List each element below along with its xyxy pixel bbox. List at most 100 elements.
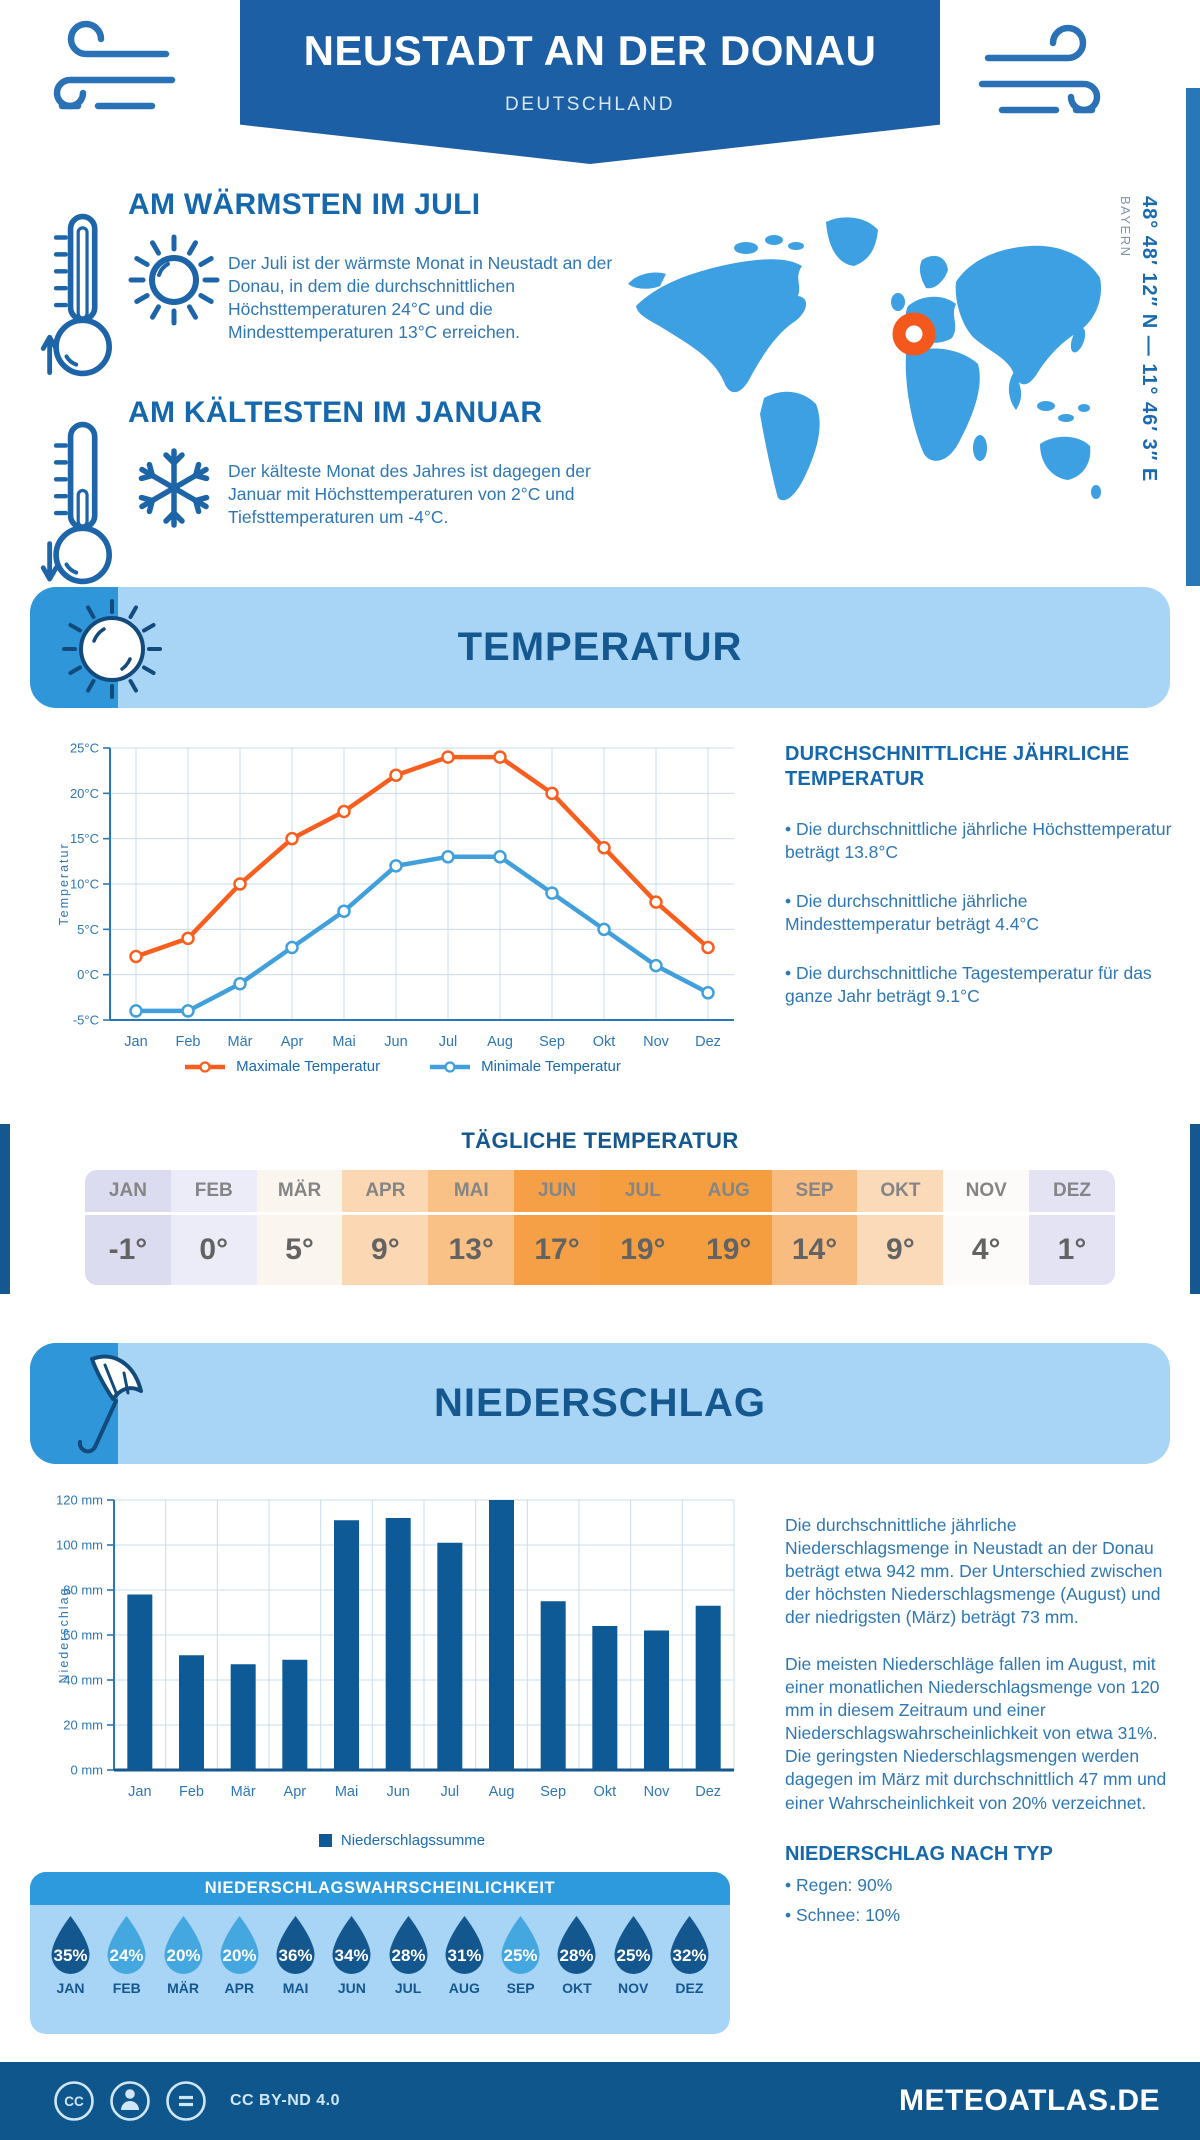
water-drop-icon: 25%	[614, 1916, 653, 1974]
svg-text:Mär: Mär	[228, 1034, 253, 1050]
svg-text:Mär: Mär	[231, 1784, 256, 1800]
svg-text:Okt: Okt	[594, 1784, 617, 1800]
probability-drop: 20% APR	[213, 1913, 266, 1996]
probability-drop: 34% JUN	[325, 1913, 378, 1996]
legend-label: Minimale Temperatur	[481, 1058, 621, 1075]
legend-swatch	[318, 1834, 332, 1847]
sun-icon	[128, 234, 220, 326]
svg-text:Jan: Jan	[124, 1034, 147, 1050]
legend-item: Niederschlagssumme	[318, 1832, 485, 1849]
water-drop-icon: 36%	[276, 1916, 315, 1974]
water-drop-icon: 35%	[51, 1916, 90, 1974]
legend-item: Maximale Temperatur	[183, 1058, 380, 1075]
probability-drop: 36% MAI	[269, 1913, 322, 1996]
title-banner: NEUSTADT AN DER DONAU DEUTSCHLAND	[240, 0, 940, 164]
side-accent-bar	[1186, 88, 1200, 586]
drop-month-label: FEB	[112, 1980, 141, 1996]
sun-banner-icon	[62, 599, 162, 699]
legend-line-marker	[430, 1060, 471, 1073]
svg-text:31%: 31%	[447, 1946, 481, 1965]
daily-temp-month: MAI	[428, 1170, 515, 1212]
thermometer-cold-icon	[40, 421, 112, 585]
daily-temperature-title: TÄGLICHE TEMPERATUR	[461, 1128, 739, 1153]
water-drop-icon: 28%	[557, 1916, 596, 1974]
geo-info: BAYERN 48° 48′ 12″ N — 11° 46′ 3″ E	[1118, 196, 1160, 482]
svg-text:80 mm: 80 mm	[63, 1583, 103, 1598]
world-map	[628, 217, 1102, 501]
legend-label: Maximale Temperatur	[236, 1058, 381, 1075]
daily-temp-column: NOV 4°	[943, 1170, 1030, 1285]
daily-temp-column: APR 9°	[342, 1170, 429, 1285]
precipitation-chart-legend: Niederschlagssumme	[56, 1832, 748, 1849]
legend-item: Minimale Temperatur	[428, 1058, 621, 1075]
coordinates-label: 48° 48′ 12″ N — 11° 46′ 3″ E	[1138, 196, 1160, 483]
license-group: CC CC BY-ND 4.0	[52, 2079, 340, 2123]
precipitation-aside: Die durchschnittliche jährliche Niedersc…	[785, 1496, 1175, 1926]
water-drop-icon: 25%	[501, 1916, 540, 1974]
svg-text:28%: 28%	[391, 1946, 425, 1965]
precipitation-bar-chart: 120 mm 100 mm 80 mm 60 mm 40 mm 20 mm 0 mm Jan F…	[56, 1493, 735, 1800]
svg-text:Apr: Apr	[281, 1034, 304, 1050]
daily-temp-value: 9°	[857, 1215, 944, 1285]
svg-text:Mai: Mai	[332, 1034, 355, 1050]
page-subtitle: DEUTSCHLAND	[504, 94, 676, 115]
svg-text:Feb: Feb	[176, 1034, 201, 1050]
rain-share: • Regen: 90%	[785, 1874, 893, 1895]
probability-drop: 25% NOV	[607, 1913, 660, 1996]
drop-month-label: DEZ	[675, 1980, 704, 1996]
daily-temp-month: FEB	[170, 1170, 257, 1212]
svg-text:Niederschlag: Niederschlag	[57, 1587, 71, 1684]
wind-icon	[53, 20, 176, 110]
svg-text:Dez: Dez	[695, 1034, 721, 1050]
svg-text:25%: 25%	[504, 1946, 538, 1965]
svg-text:Feb: Feb	[179, 1784, 204, 1800]
svg-text:Jul: Jul	[439, 1034, 458, 1050]
svg-text:20%: 20%	[166, 1946, 200, 1965]
daily-temp-column: JUN 17°	[514, 1170, 600, 1285]
daily-temp-value: 1°	[1029, 1215, 1115, 1285]
temperature-line-chart: 25°C 20°C 15°C 10°C 5°C 0°C -5°C Jan Feb Mär Apr Ma…	[57, 741, 734, 1050]
precipitation-section-banner: NIEDERSCHLAG	[30, 1343, 1170, 1464]
daily-temp-value: 19°	[599, 1215, 686, 1285]
snow-share: • Schnee: 10%	[785, 1904, 901, 1925]
svg-text:120 mm: 120 mm	[56, 1493, 103, 1508]
left-edge-bar	[0, 1124, 10, 1294]
svg-text:34%: 34%	[335, 1946, 369, 1965]
right-edge-bar	[1190, 1124, 1200, 1294]
daily-temp-month: AUG	[685, 1170, 772, 1212]
water-drop-icon: 34%	[332, 1916, 371, 1974]
drop-month-label: OKT	[562, 1980, 592, 1996]
svg-text:24%: 24%	[110, 1946, 144, 1965]
page-title: NEUSTADT AN DER DONAU	[303, 27, 877, 74]
probability-drop: 28% OKT	[550, 1913, 603, 1996]
probability-drop: 32% DEZ	[663, 1913, 716, 1996]
svg-text:Apr: Apr	[284, 1784, 307, 1800]
svg-text:Jun: Jun	[384, 1034, 407, 1050]
daily-temp-value: 17°	[514, 1215, 600, 1285]
daily-temp-value: 14°	[771, 1215, 858, 1285]
svg-text:-5°C: -5°C	[73, 1013, 99, 1028]
svg-text:5°C: 5°C	[77, 922, 99, 937]
drop-month-label: MÄR	[167, 1980, 199, 1996]
daily-temp-column: AUG 19°	[685, 1170, 772, 1285]
daily-temp-column: SEP 14°	[771, 1170, 858, 1285]
water-drop-icon: 31%	[445, 1916, 484, 1974]
warmest-title: AM WÄRMSTEN IM JULI	[128, 188, 481, 221]
svg-text:60 mm: 60 mm	[63, 1628, 103, 1643]
svg-text:20%: 20%	[222, 1946, 256, 1965]
water-drop-icon: 28%	[389, 1916, 428, 1974]
daily-temp-value: 0°	[170, 1215, 257, 1285]
daily-temp-month: NOV	[943, 1170, 1030, 1212]
svg-text:Nov: Nov	[643, 1034, 670, 1050]
daily-temp-column: DEZ 1°	[1029, 1170, 1115, 1285]
drop-month-label: AUG	[448, 1980, 480, 1996]
coldest-title: AM KÄLTESTEN IM JANUAR	[128, 396, 543, 429]
umbrella-icon	[77, 1354, 143, 1454]
daily-temp-month: APR	[342, 1170, 429, 1212]
svg-text:0°C: 0°C	[77, 967, 99, 982]
daily-temperature-table: JAN -1° FEB 0° MÄR 5° APR 9° MAI 13° JUN 17° JUL 19° A…	[85, 1170, 1115, 1285]
cc-nd-equals-icon	[166, 2081, 206, 2121]
temperature-section-banner: TEMPERATUR	[30, 587, 1170, 708]
svg-text:100 mm: 100 mm	[56, 1538, 103, 1553]
drop-month-label: SEP	[506, 1980, 535, 1996]
